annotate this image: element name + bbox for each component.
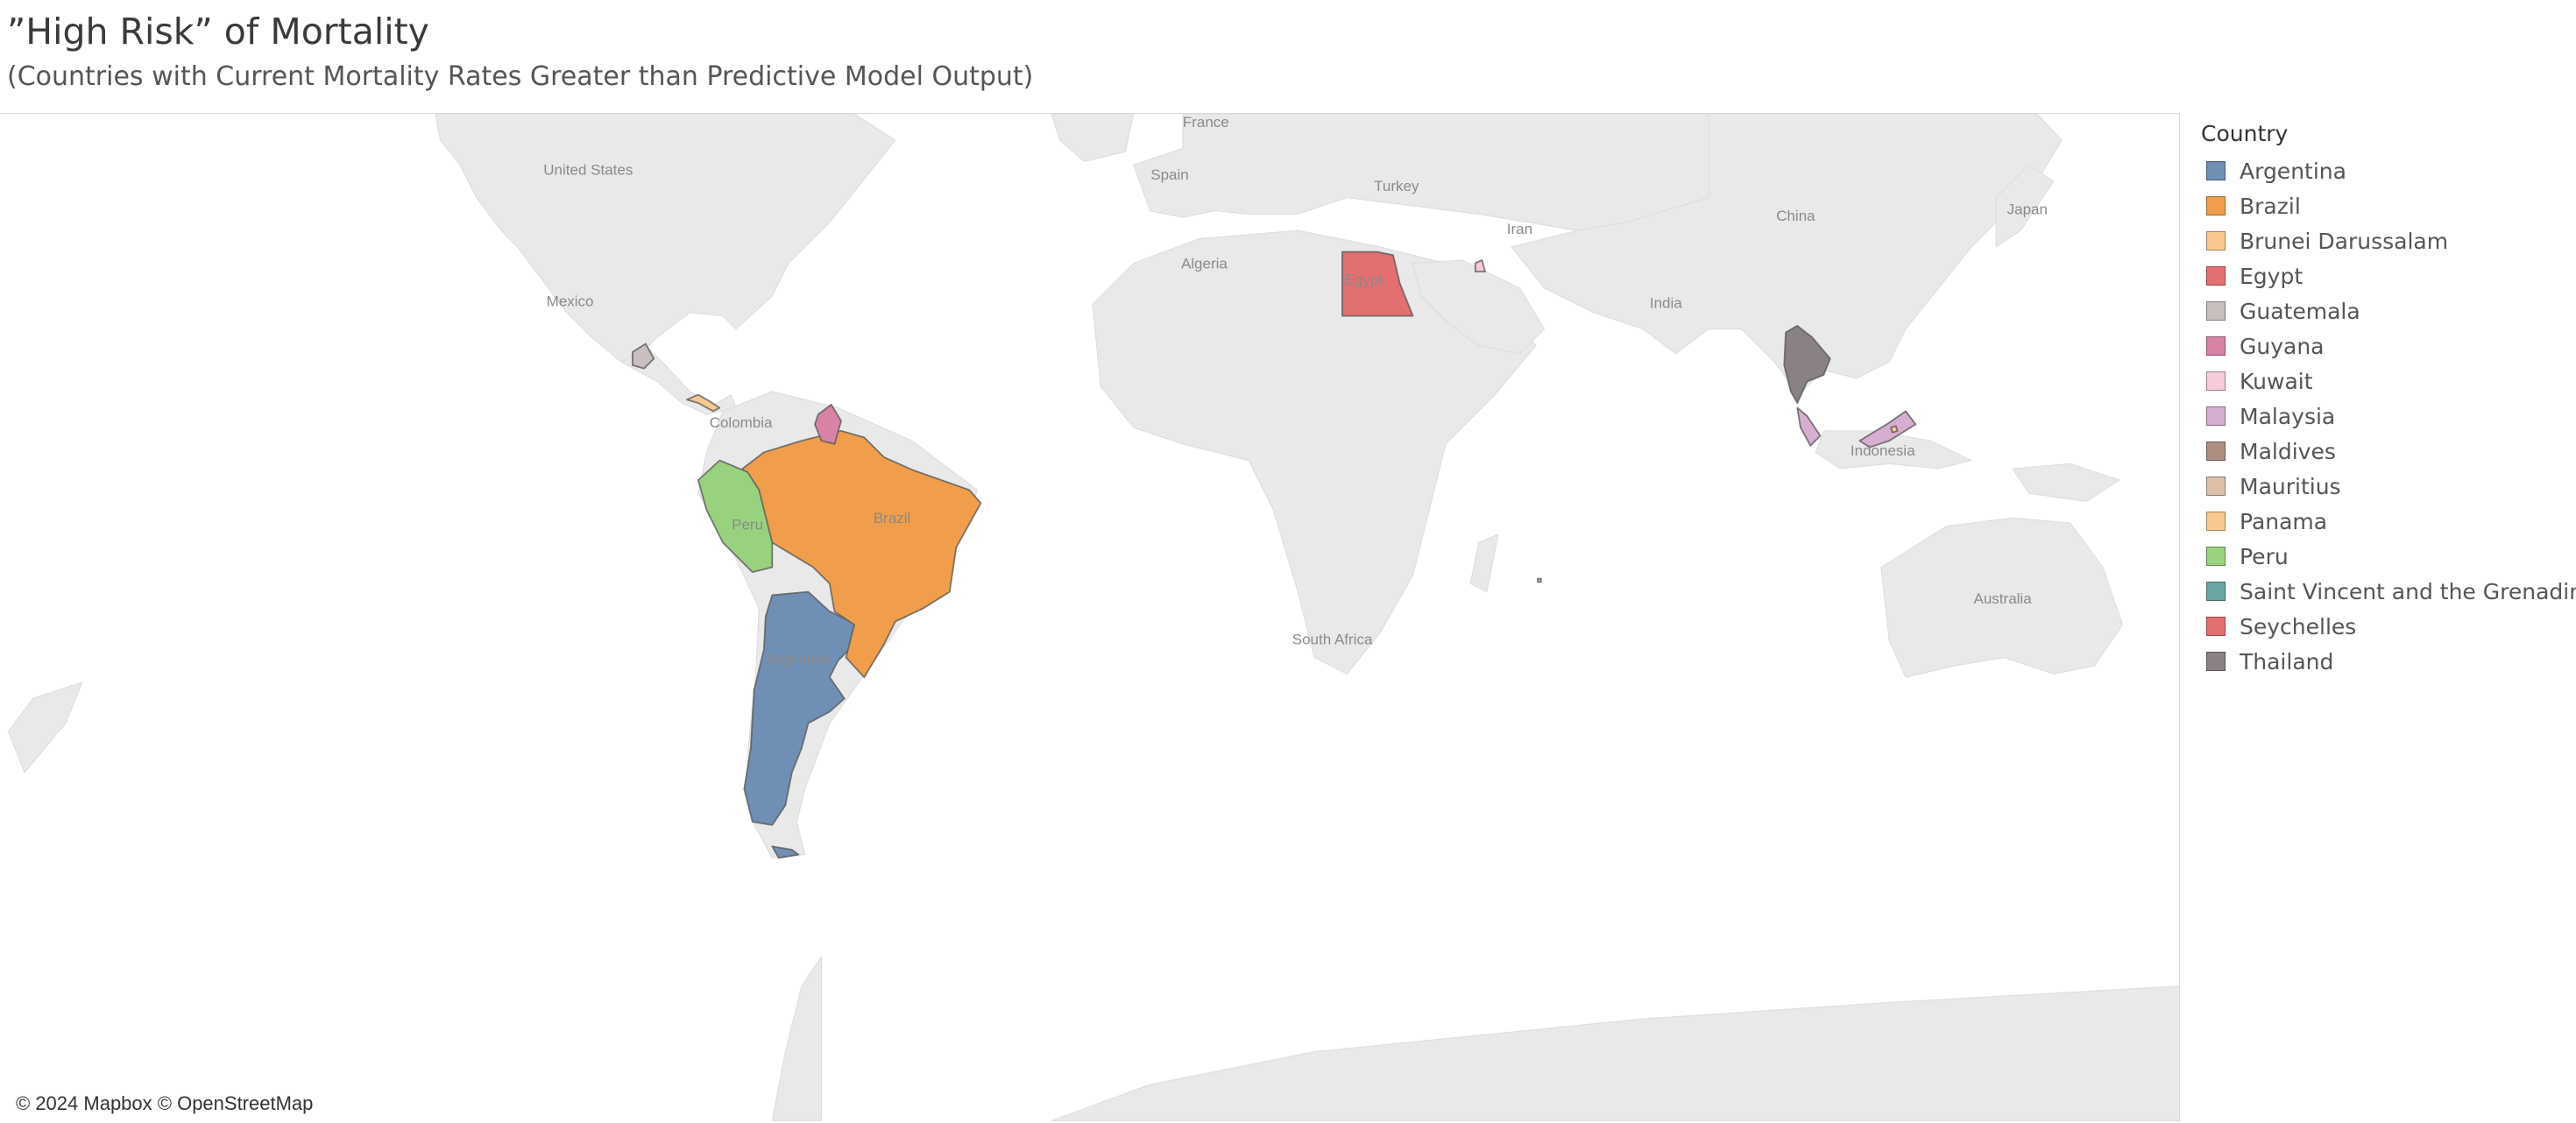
page-subtitle: (Countries with Current Mortality Rates …: [7, 61, 1034, 92]
map-label: Australia: [1974, 590, 2033, 607]
map-label: South Africa: [1292, 632, 1373, 648]
legend-title: Country: [2201, 121, 2289, 146]
legend-item[interactable]: Kuwait: [2201, 364, 2569, 399]
legend-items: Argentina Brazil Brunei Darussalam Egypt Gua…: [2201, 153, 2576, 679]
map-label: Mexico: [547, 293, 594, 309]
legend-item[interactable]: Thailand: [2201, 644, 2569, 679]
map-label: Brazil: [874, 510, 911, 526]
australia-landmass: [1880, 517, 2123, 678]
legend-label: Malaysia: [2240, 403, 2336, 429]
legend-swatch: [2206, 266, 2226, 286]
map-label: Turkey: [1374, 178, 1419, 194]
antarctica-peninsula-landmass: [771, 956, 822, 1121]
highlighted-countries-layer: [632, 251, 1917, 859]
europe-landmass: [1133, 114, 1742, 231]
base-land-layer: [7, 114, 2179, 1121]
legend-item[interactable]: Guyana: [2201, 328, 2569, 364]
legend-item[interactable]: Saint Vincent and the Grenadines: [2201, 574, 2576, 609]
africa-landmass: [1092, 230, 1537, 675]
new-zealand-landmass: [7, 682, 83, 773]
map-label: China: [1776, 208, 1815, 224]
legend-swatch: [2206, 582, 2226, 601]
map-label: Japan: [2007, 201, 2048, 217]
map-labels-layer: France United States Spain Turkey China Japan…: [543, 114, 2048, 667]
map-label: India: [1650, 294, 1682, 311]
country-malaysia: [1858, 410, 1917, 448]
japan-landmass: [1995, 164, 2055, 248]
world-map[interactable]: France United States Spain Turkey China Japan…: [0, 114, 2180, 1122]
page-title: ”High Risk” of Mortality: [7, 11, 429, 53]
legend-swatch: [2206, 652, 2226, 671]
legend-swatch: [2206, 547, 2226, 566]
legend-label: Peru: [2240, 543, 2289, 569]
map-label: Peru: [732, 516, 763, 533]
legend-item[interactable]: Panama: [2201, 504, 2569, 539]
north-america-landmass: [435, 114, 896, 363]
map-label: Spain: [1150, 166, 1188, 183]
country-peru: [697, 459, 774, 573]
legend-swatch: [2206, 301, 2226, 321]
legend-item[interactable]: Egypt: [2201, 258, 2569, 293]
legend-swatch: [2206, 406, 2226, 426]
legend-label: Seychelles: [2240, 613, 2357, 639]
map-label: United States: [543, 161, 633, 178]
legend-item[interactable]: Malaysia: [2201, 399, 2569, 434]
map-label: Algeria: [1181, 255, 1228, 272]
legend-swatch: [2206, 371, 2226, 391]
legend-item[interactable]: Seychelles: [2201, 609, 2569, 644]
map-label: Argentina: [767, 651, 831, 667]
madagascar-landmass: [1469, 533, 1499, 593]
country-legend: Country Argentina Brazil Brunei Darussalam…: [2201, 121, 2576, 679]
legend-label: Saint Vincent and the Grenadines: [2240, 578, 2576, 604]
legend-swatch: [2206, 617, 2226, 636]
map-label: Colombia: [710, 414, 773, 431]
map-attribution[interactable]: © 2024 Mapbox © OpenStreetMap: [12, 1092, 317, 1115]
legend-label: Kuwait: [2240, 368, 2313, 394]
legend-item[interactable]: Guatemala: [2201, 293, 2569, 328]
map-label: Egypt: [1345, 272, 1384, 288]
legend-item[interactable]: Maldives: [2201, 434, 2569, 469]
legend-swatch: [2206, 161, 2226, 180]
map-label: Indonesia: [1851, 442, 1915, 459]
legend-label: Brunei Darussalam: [2240, 228, 2449, 254]
country-mauritius: [1537, 577, 1542, 583]
new-guinea-landmass: [2012, 463, 2120, 502]
antarctica-landmass: [1051, 985, 2179, 1121]
legend-swatch: [2206, 441, 2226, 461]
legend-swatch: [2206, 512, 2226, 531]
map-label: France: [1183, 114, 1229, 131]
legend-item[interactable]: Mauritius: [2201, 469, 2569, 504]
country-kuwait: [1474, 258, 1486, 272]
country-malaysia: [1796, 406, 1822, 447]
country-thailand: [1783, 324, 1831, 404]
central-america-landmass: [620, 348, 737, 415]
legend-item[interactable]: Peru: [2201, 539, 2569, 574]
legend-swatch: [2206, 477, 2226, 496]
legend-item[interactable]: Brazil: [2201, 188, 2569, 223]
legend-swatch: [2206, 336, 2226, 356]
greenland-landmass: [1051, 114, 1135, 162]
country-argentina: [771, 845, 800, 859]
legend-swatch: [2206, 231, 2226, 251]
legend-label: Panama: [2240, 508, 2328, 534]
map-label: Iran: [1507, 221, 1532, 237]
country-panama: [685, 393, 721, 413]
country-guyana: [814, 403, 842, 445]
legend-label: Guyana: [2240, 333, 2325, 359]
country-egypt: [1341, 251, 1414, 317]
legend-label: Thailand: [2240, 648, 2334, 675]
legend-label: Guatemala: [2240, 298, 2360, 324]
legend-label: Argentina: [2240, 158, 2346, 184]
legend-label: Egypt: [2240, 263, 2304, 289]
legend-swatch: [2206, 196, 2226, 215]
country-brazil: [741, 429, 982, 678]
country-guatemala: [632, 343, 655, 370]
legend-item[interactable]: Brunei Darussalam: [2201, 223, 2569, 258]
legend-label: Mauritius: [2240, 473, 2341, 499]
map-view[interactable]: France United States Spain Turkey China Japan…: [0, 113, 2180, 1122]
legend-label: Maldives: [2240, 438, 2336, 464]
country-brunei-darussalam: [1890, 425, 1899, 434]
legend-item[interactable]: Argentina: [2201, 153, 2569, 188]
legend-label: Brazil: [2240, 193, 2301, 219]
